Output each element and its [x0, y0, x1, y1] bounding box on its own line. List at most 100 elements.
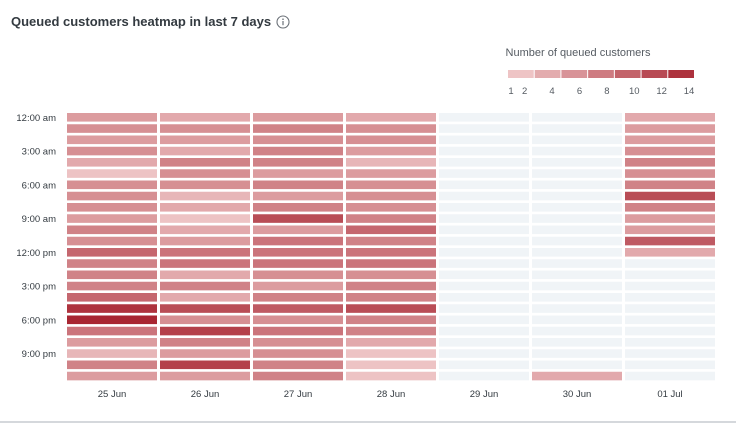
heatmap-cell[interactable]	[160, 169, 250, 178]
heatmap-cell[interactable]	[625, 158, 715, 167]
heatmap-cell[interactable]	[625, 281, 715, 291]
heatmap-cell[interactable]	[346, 270, 436, 280]
heatmap-cell[interactable]	[67, 371, 157, 381]
heatmap-cell[interactable]	[346, 338, 436, 347]
heatmap-cell[interactable]	[160, 135, 250, 145]
heatmap-cell[interactable]	[439, 191, 529, 201]
heatmap-cell[interactable]	[346, 349, 436, 358]
heatmap-cell[interactable]	[625, 270, 715, 280]
heatmap-cell[interactable]	[625, 349, 715, 358]
heatmap-cell[interactable]	[67, 158, 157, 167]
heatmap-cell[interactable]	[160, 203, 250, 212]
heatmap-cell[interactable]	[346, 169, 436, 178]
heatmap-cell[interactable]	[67, 214, 157, 223]
heatmap-cell[interactable]	[346, 135, 436, 145]
heatmap-cell[interactable]	[439, 293, 529, 302]
heatmap-cell[interactable]	[532, 191, 622, 201]
heatmap-cell[interactable]	[625, 236, 715, 246]
heatmap-cell[interactable]	[160, 248, 250, 257]
heatmap-cell[interactable]	[346, 236, 436, 246]
heatmap-cell[interactable]	[253, 349, 343, 358]
heatmap-cell[interactable]	[253, 236, 343, 246]
heatmap-cell[interactable]	[67, 338, 157, 347]
heatmap-cell[interactable]	[625, 326, 715, 336]
heatmap-cell[interactable]	[253, 338, 343, 347]
heatmap-cell[interactable]	[67, 248, 157, 257]
heatmap-cell[interactable]	[253, 158, 343, 167]
heatmap-cell[interactable]	[160, 214, 250, 223]
heatmap-cell[interactable]	[67, 259, 157, 268]
heatmap-cell[interactable]	[67, 135, 157, 145]
heatmap-cell[interactable]	[346, 360, 436, 370]
heatmap-cell[interactable]	[625, 371, 715, 381]
heatmap-cell[interactable]	[160, 259, 250, 268]
heatmap-cell[interactable]	[532, 360, 622, 370]
heatmap-cell[interactable]	[625, 338, 715, 347]
heatmap-cell[interactable]	[532, 113, 622, 122]
heatmap-cell[interactable]	[253, 169, 343, 178]
heatmap-cell[interactable]	[253, 135, 343, 145]
heatmap-cell[interactable]	[67, 124, 157, 133]
heatmap-cell[interactable]	[253, 304, 343, 313]
heatmap-cell[interactable]	[67, 315, 157, 325]
heatmap-cell[interactable]	[253, 180, 343, 190]
heatmap-cell[interactable]	[625, 191, 715, 201]
heatmap-cell[interactable]	[532, 259, 622, 268]
heatmap-cell[interactable]	[625, 360, 715, 370]
heatmap-cell[interactable]	[346, 293, 436, 302]
heatmap-cell[interactable]	[439, 214, 529, 223]
heatmap-cell[interactable]	[625, 214, 715, 223]
heatmap-cell[interactable]	[346, 158, 436, 167]
heatmap-cell[interactable]	[439, 124, 529, 133]
heatmap-cell[interactable]	[346, 259, 436, 268]
heatmap-cell[interactable]	[253, 225, 343, 235]
heatmap-cell[interactable]	[439, 259, 529, 268]
heatmap-cell[interactable]	[532, 225, 622, 235]
heatmap-cell[interactable]	[346, 315, 436, 325]
heatmap-cell[interactable]	[625, 225, 715, 235]
heatmap-cell[interactable]	[439, 326, 529, 336]
heatmap-cell[interactable]	[439, 315, 529, 325]
heatmap-cell[interactable]	[625, 124, 715, 133]
heatmap-cell[interactable]	[532, 214, 622, 223]
heatmap-cell[interactable]	[67, 169, 157, 178]
heatmap-cell[interactable]	[439, 158, 529, 167]
heatmap-cell[interactable]	[67, 191, 157, 201]
heatmap-cell[interactable]	[67, 326, 157, 336]
heatmap-cell[interactable]	[67, 203, 157, 212]
heatmap-cell[interactable]	[532, 236, 622, 246]
heatmap-cell[interactable]	[67, 281, 157, 291]
heatmap-cell[interactable]	[532, 180, 622, 190]
heatmap-cell[interactable]	[253, 203, 343, 212]
heatmap-cell[interactable]	[439, 349, 529, 358]
heatmap-cell[interactable]	[253, 270, 343, 280]
heatmap-cell[interactable]	[439, 113, 529, 122]
heatmap-cell[interactable]	[253, 248, 343, 257]
heatmap-cell[interactable]	[439, 225, 529, 235]
heatmap-cell[interactable]	[67, 270, 157, 280]
heatmap-cell[interactable]	[625, 135, 715, 145]
heatmap-cell[interactable]	[253, 315, 343, 325]
heatmap-cell[interactable]	[346, 124, 436, 133]
heatmap-cell[interactable]	[160, 146, 250, 156]
heatmap-cell[interactable]	[253, 214, 343, 223]
heatmap-cell[interactable]	[532, 371, 622, 381]
heatmap-cell[interactable]	[67, 360, 157, 370]
heatmap-cell[interactable]	[532, 338, 622, 347]
heatmap-cell[interactable]	[67, 180, 157, 190]
heatmap-cell[interactable]	[532, 248, 622, 257]
heatmap-cell[interactable]	[439, 270, 529, 280]
heatmap-cell[interactable]	[253, 259, 343, 268]
heatmap-cell[interactable]	[346, 146, 436, 156]
heatmap-cell[interactable]	[625, 248, 715, 257]
heatmap-cell[interactable]	[439, 360, 529, 370]
heatmap-cell[interactable]	[253, 360, 343, 370]
heatmap-cell[interactable]	[625, 203, 715, 212]
heatmap-cell[interactable]	[160, 236, 250, 246]
heatmap-cell[interactable]	[160, 281, 250, 291]
heatmap-cell[interactable]	[625, 113, 715, 122]
heatmap-cell[interactable]	[346, 371, 436, 381]
heatmap-cell[interactable]	[67, 304, 157, 313]
heatmap-cell[interactable]	[253, 281, 343, 291]
heatmap-cell[interactable]	[346, 225, 436, 235]
